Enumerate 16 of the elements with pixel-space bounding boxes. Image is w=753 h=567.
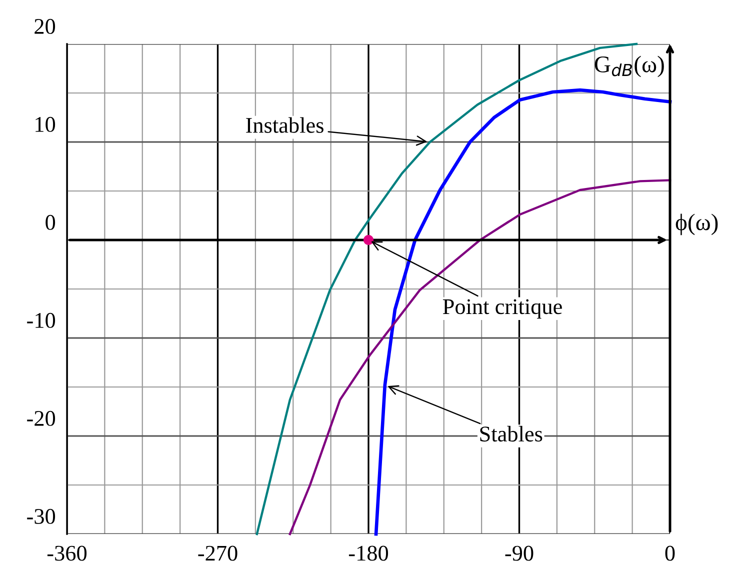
x-axis-title: ϕ(ω) <box>676 214 718 236</box>
annotation: Instables <box>246 117 324 133</box>
x-tick-label: -180 <box>348 546 388 561</box>
x-tick-label: 0 <box>665 546 675 561</box>
y-tick-label: -10 <box>27 312 56 328</box>
x-tick-label: -90 <box>505 546 534 561</box>
annotation: Stables <box>480 426 542 442</box>
y-tick-label: 20 <box>34 18 56 34</box>
y-tick-label: -30 <box>27 508 56 524</box>
y-tick-label: 10 <box>36 116 56 132</box>
annotation: Point critique <box>442 299 562 319</box>
x-tick-label: -360 <box>47 546 87 561</box>
y-tick-label: 0 <box>46 214 56 230</box>
y-tick-label: -20 <box>27 410 56 426</box>
y-axis-title: G$_{dB}$(ω) <box>594 56 664 78</box>
x-tick-label: -270 <box>198 546 238 561</box>
